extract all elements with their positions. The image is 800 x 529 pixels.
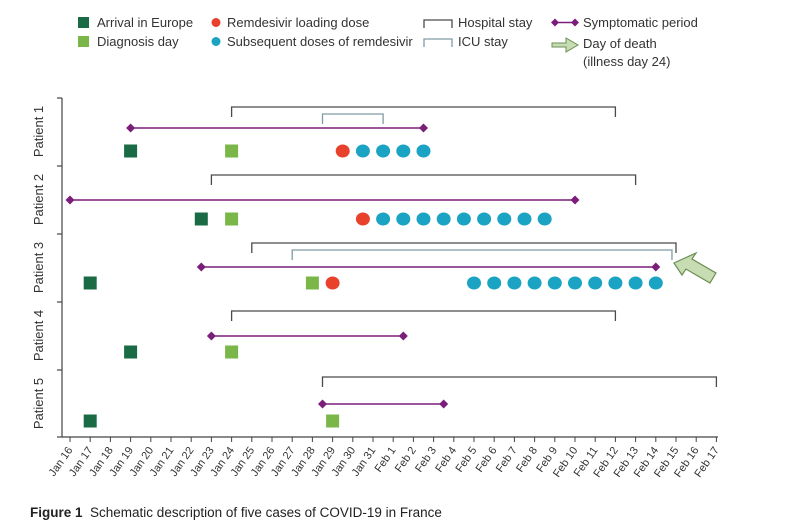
subsequent-dose-marker (588, 276, 603, 290)
subsequent-dose-marker (547, 276, 562, 290)
arrival-marker (124, 345, 138, 359)
symptom-end-diamond (439, 399, 449, 409)
diagnosis-marker (225, 212, 239, 226)
hospital-stay-bracket (321, 376, 718, 387)
subsequent-dose-marker (376, 144, 391, 158)
subsequent-dose-marker (648, 276, 663, 290)
diagnosis-marker (305, 276, 319, 290)
subsequent-dose-marker (477, 212, 492, 226)
subsequent-dose-marker (416, 144, 431, 158)
legend-hospital-label: Hospital stay (458, 15, 533, 30)
subsequent-dose-marker (467, 276, 481, 290)
patient-row-label: Patient 5 (31, 378, 46, 429)
symptom-end-diamond (419, 123, 428, 133)
patient-row-label: Patient 3 (31, 242, 46, 293)
legend-arrival-label: Arrival in Europe (97, 15, 193, 30)
legend-arrival-swatch (78, 17, 89, 28)
symptom-start-diamond (206, 331, 216, 341)
arrival-marker (124, 144, 138, 158)
figure-caption: Figure 1 Schematic description of five c… (30, 505, 442, 520)
subsequent-dose-marker (396, 212, 411, 226)
legend-diagnosis-swatch (78, 36, 89, 47)
legend-diagnosis-label: Diagnosis day (97, 34, 179, 49)
subsequent-dose-marker (456, 212, 471, 226)
diagnosis-marker (225, 144, 239, 158)
subsequent-dose-marker (376, 212, 391, 226)
icu-stay-bracket (291, 249, 673, 260)
subsequent-dose-marker (507, 276, 522, 290)
loading-dose-marker (335, 144, 350, 158)
subsequent-dose-marker (568, 276, 582, 290)
symptom-start-diamond (65, 195, 75, 205)
subsequent-dose-marker (497, 212, 512, 226)
legend-symptomatic-label: Symptomatic period (583, 15, 698, 30)
legend-loading-swatch (211, 18, 221, 27)
symptom-end-diamond (398, 331, 408, 341)
hospital-stay-bracket (230, 106, 617, 117)
diagnosis-marker (326, 414, 340, 428)
legend-subsequent-swatch (211, 37, 221, 46)
legend-loading-label: Remdesivir loading dose (227, 15, 369, 30)
subsequent-dose-marker (608, 276, 623, 290)
loading-dose-marker (325, 276, 340, 290)
loading-dose-marker (355, 212, 370, 226)
icu-stay-bracket (321, 113, 384, 124)
symptom-start-diamond (196, 262, 206, 272)
subsequent-dose-marker (628, 276, 643, 290)
symptom-end-diamond (651, 262, 661, 272)
legend-death-arrow (551, 37, 579, 53)
timeline-figure: Arrival in Europe Diagnosis day Remdesiv… (31, 15, 722, 480)
subsequent-dose-marker (487, 276, 502, 290)
legend-death-sublabel: (illness day 24) (583, 54, 670, 69)
symptom-end-diamond (570, 195, 580, 205)
subsequent-dose-marker (355, 144, 370, 158)
arrival-marker (194, 212, 208, 226)
patient-row-label: Patient 1 (31, 106, 46, 157)
legend: Arrival in Europe Diagnosis day Remdesiv… (78, 15, 698, 69)
subsequent-dose-marker (517, 212, 532, 226)
row-separators (57, 97, 62, 438)
legend-symptomatic-diamond-left (551, 18, 559, 27)
symptom-start-diamond (318, 399, 327, 409)
diagnosis-marker (225, 345, 239, 359)
hospital-stay-bracket (210, 174, 637, 185)
chart-marks (65, 106, 718, 428)
legend-subsequent-label: Subsequent doses of remdesivir (227, 34, 413, 49)
legend-icu-label: ICU stay (458, 34, 508, 49)
legend-hospital-swatch (423, 19, 453, 28)
legend-death-label: Day of death (583, 36, 657, 51)
row-labels: Patient 1 Patient 2 Patient 3 Patient 4 Pati… (31, 106, 46, 429)
hospital-stay-bracket (230, 310, 617, 321)
subsequent-dose-marker (537, 212, 552, 226)
subsequent-dose-marker (396, 144, 411, 158)
patient-row-label: Patient 4 (31, 310, 46, 361)
arrival-marker (83, 414, 97, 428)
legend-symptomatic-diamond-right (571, 18, 579, 27)
subsequent-dose-marker (436, 212, 451, 226)
caption-text: Schematic description of five cases of C… (90, 505, 442, 520)
subsequent-dose-marker (416, 212, 431, 226)
day-of-death-arrow (673, 251, 717, 284)
patient-row-label: Patient 2 (31, 174, 46, 225)
hospital-stay-bracket (251, 242, 677, 253)
symptom-start-diamond (126, 123, 136, 133)
subsequent-dose-marker (527, 276, 542, 290)
arrival-marker (83, 276, 97, 290)
caption-label: Figure 1 (30, 505, 83, 520)
legend-icu-swatch (423, 38, 453, 47)
